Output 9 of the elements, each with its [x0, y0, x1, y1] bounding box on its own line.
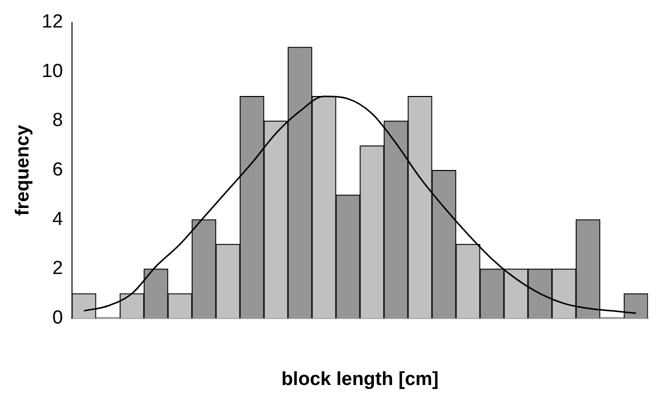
y-tick-label: 12 — [42, 12, 63, 33]
y-tick-label: 0 — [52, 307, 63, 328]
x-axis-title: block length [cm] — [281, 368, 439, 390]
y-tick-label: 10 — [42, 60, 63, 82]
y-tick-label: 2 — [52, 258, 63, 280]
y-axis-title: frequency — [12, 124, 34, 216]
y-tick-label: 6 — [52, 160, 63, 181]
y-tick-label: 4 — [52, 208, 64, 230]
y-tick-label: 8 — [52, 110, 63, 132]
